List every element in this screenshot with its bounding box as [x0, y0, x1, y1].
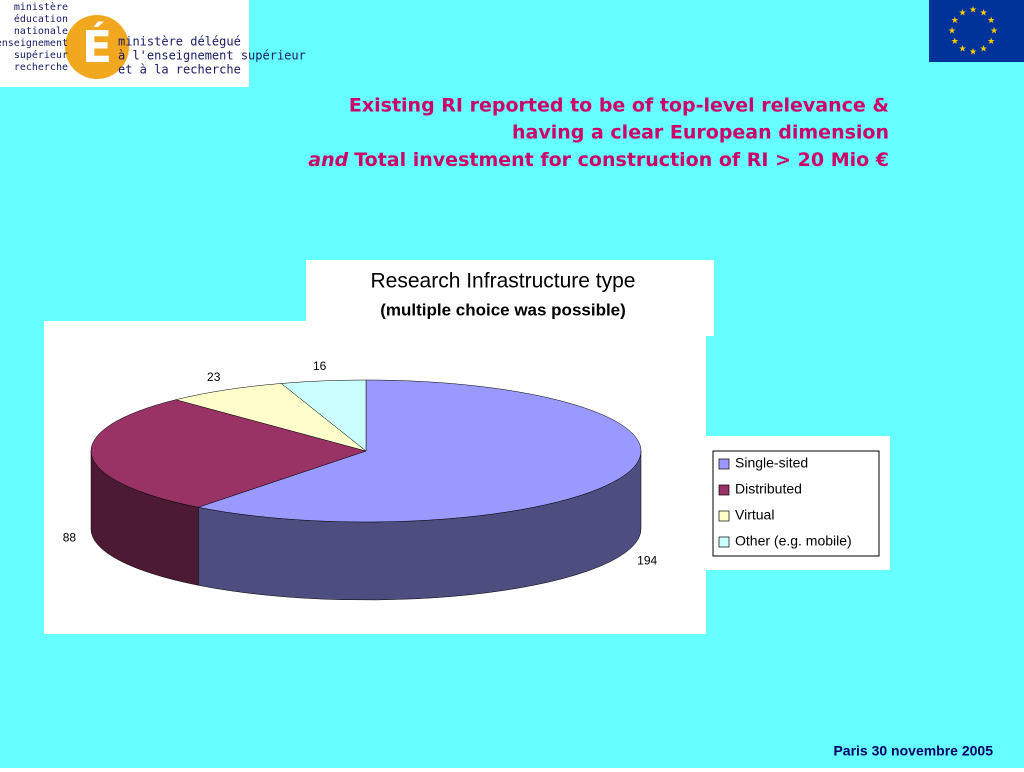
star: ★ — [987, 37, 995, 47]
logo-emblem — [65, 15, 129, 79]
star: ★ — [990, 27, 998, 37]
star: ★ — [987, 16, 995, 26]
data-label: 16 — [313, 359, 327, 373]
logo-letter: É — [82, 20, 112, 73]
legend-swatch — [718, 484, 730, 496]
legend-label: Other (e.g. mobile) — [735, 533, 852, 549]
logo-left: ministèreéducationnationaleenseignements… — [0, 1, 68, 73]
heading-rest: Total investment for construction of RI … — [354, 149, 889, 171]
legend-swatch — [718, 510, 730, 522]
legend-swatch — [718, 536, 730, 548]
data-label: 194 — [637, 554, 657, 568]
logo-text: ministère délégué — [118, 35, 241, 49]
logo-text: recherche — [14, 62, 68, 73]
heading-line: having a clear European dimension — [512, 122, 889, 144]
star: ★ — [969, 6, 977, 16]
legend-label: Single-sited — [735, 455, 808, 471]
star: ★ — [958, 45, 966, 55]
legend-swatch — [718, 458, 730, 470]
logo-text: supérieur — [14, 49, 68, 61]
star: ★ — [958, 8, 966, 18]
heading-line: and Total investment for construction of … — [308, 149, 889, 171]
legend-label: Distributed — [735, 481, 802, 497]
legend-frame — [712, 450, 880, 557]
chart-subtitle: (multiple choice was possible) — [380, 300, 626, 319]
data-label: 88 — [63, 531, 77, 545]
eu-stars: ★ ★★★★★★★★★★★ — [948, 6, 998, 58]
heading: Existing RI reported to be of top-level … — [308, 95, 889, 171]
logo-text: et à la recherche — [118, 63, 241, 77]
logo-text: éducation — [14, 13, 68, 25]
heading-emphasis: and — [308, 149, 348, 171]
slice — [90, 399, 367, 508]
logo-text: nationale — [14, 26, 68, 37]
chart-title: Research Infrastructure type — [371, 270, 636, 293]
star: ★ — [951, 37, 959, 47]
slice — [197, 379, 642, 523]
star: ★ — [979, 45, 987, 55]
star: ★ — [951, 16, 959, 26]
star: ★ — [948, 27, 956, 37]
legend-label: Virtual — [735, 507, 774, 523]
data-label: 23 — [207, 370, 221, 384]
footer: Paris 30 novembre 2005 — [833, 743, 993, 759]
slice — [174, 383, 367, 452]
slice — [280, 379, 367, 452]
star: ★ — [969, 48, 977, 58]
pie: 194 Single-sited 88 Distributed 23 Virtual 16 O… — [63, 359, 852, 601]
heading-line: Existing RI reported to be of top-level … — [349, 95, 889, 117]
eu-flag — [929, 0, 1024, 62]
logo-text: enseignement — [0, 38, 68, 49]
logo-text: ministère — [14, 1, 68, 13]
star: ★ — [979, 8, 987, 18]
logo-text: à l'enseignement supérieur — [118, 49, 306, 63]
